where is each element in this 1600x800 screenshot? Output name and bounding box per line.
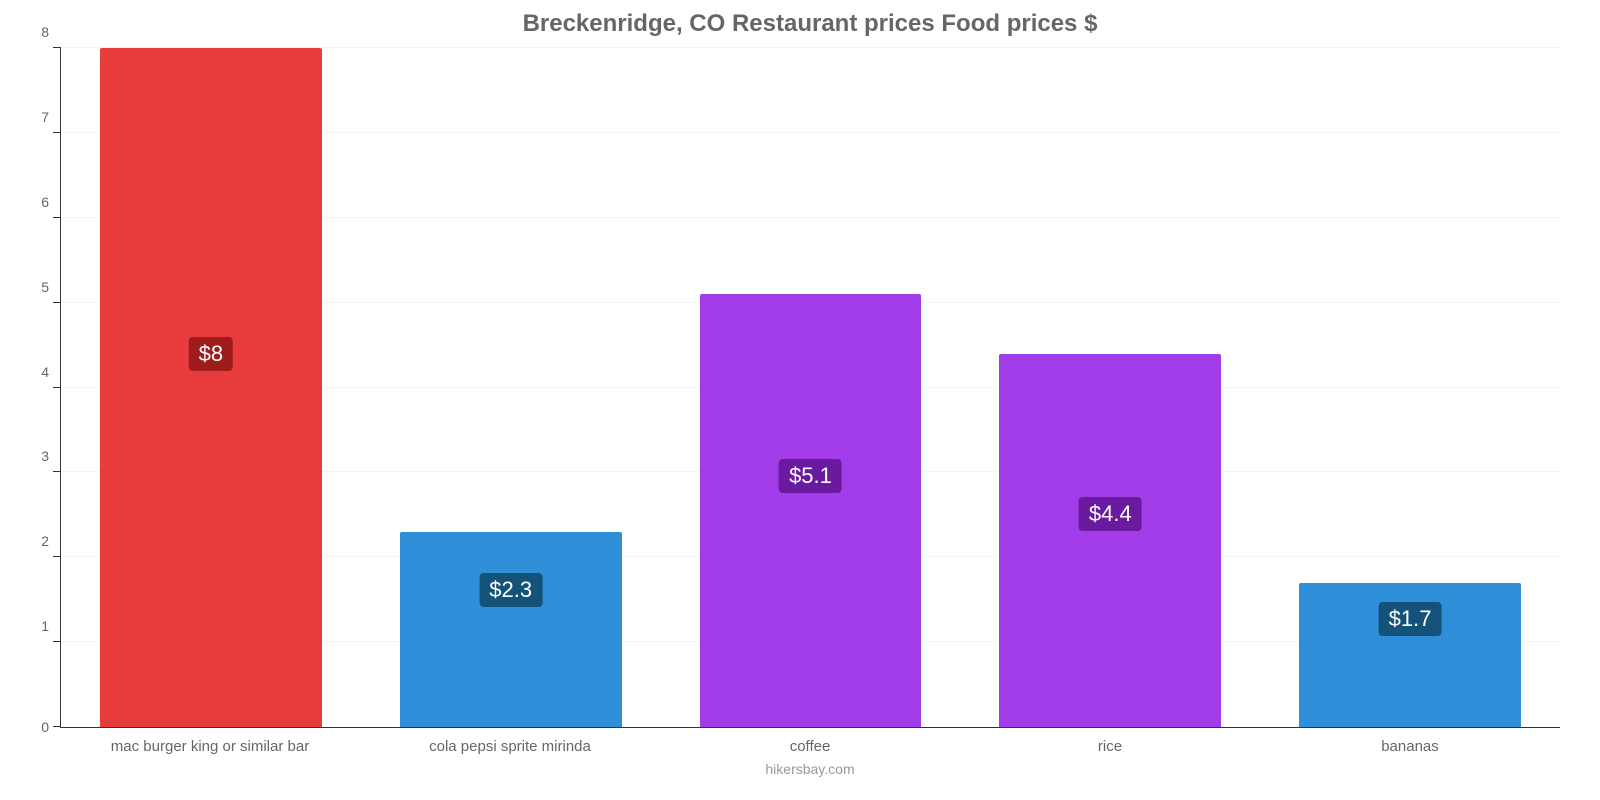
x-label: bananas [1260, 738, 1560, 755]
value-badge: $1.7 [1379, 602, 1442, 636]
x-label: cola pepsi sprite mirinda [360, 738, 660, 755]
bar-cola: $2.3 [400, 532, 622, 727]
bar-slot: $2.3 [361, 48, 661, 727]
attribution: hikersbay.com [60, 761, 1560, 777]
plot-area: 0 1 2 3 4 5 6 7 8 $8 [60, 48, 1560, 728]
bar-coffee: $5.1 [700, 294, 922, 727]
x-label: mac burger king or similar bar [60, 738, 360, 755]
y-label-7: 7 [41, 109, 61, 125]
x-label: coffee [660, 738, 960, 755]
chart-title: Breckenridge, CO Restaurant prices Food … [60, 10, 1560, 38]
y-label-8: 8 [41, 24, 61, 40]
x-labels-row: mac burger king or similar bar cola peps… [60, 738, 1560, 755]
bar-mac: $8 [100, 48, 322, 727]
value-badge: $4.4 [1079, 497, 1142, 531]
bar-slot: $5.1 [661, 48, 961, 727]
chart-container: Breckenridge, CO Restaurant prices Food … [0, 0, 1600, 800]
y-label-2: 2 [41, 533, 61, 549]
value-badge: $2.3 [479, 573, 542, 607]
value-badge: $5.1 [779, 459, 842, 493]
x-label: rice [960, 738, 1260, 755]
bars-row: $8 $2.3 $5.1 $4.4 $1.7 [61, 48, 1560, 727]
y-label-5: 5 [41, 279, 61, 295]
bar-slot: $4.4 [960, 48, 1260, 727]
bar-slot: $8 [61, 48, 361, 727]
value-badge: $8 [189, 337, 233, 371]
bar-slot: $1.7 [1260, 48, 1560, 727]
y-label-3: 3 [41, 448, 61, 464]
y-label-6: 6 [41, 194, 61, 210]
y-label-4: 4 [41, 364, 61, 380]
bar-bananas: $1.7 [1299, 583, 1521, 727]
y-label-0: 0 [41, 719, 61, 735]
y-label-1: 1 [41, 618, 61, 634]
bar-rice: $4.4 [999, 354, 1221, 727]
